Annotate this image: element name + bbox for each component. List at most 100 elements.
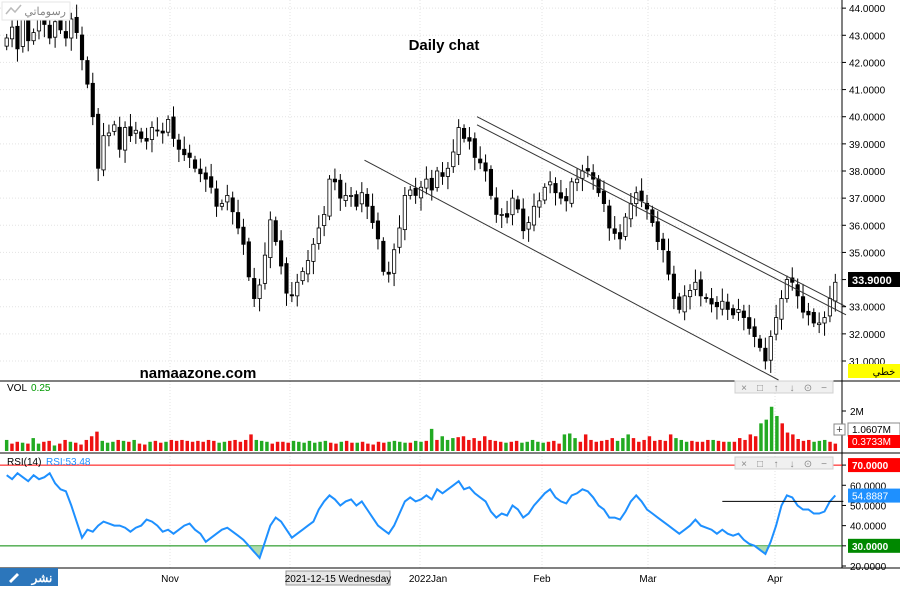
candle-body	[187, 152, 192, 158]
move-up-icon[interactable]: ↑	[774, 383, 779, 394]
candle	[122, 121, 128, 163]
maximize-icon[interactable]: □	[757, 383, 763, 394]
volume-bar	[467, 439, 471, 451]
candle-body	[96, 113, 101, 169]
candle	[521, 198, 526, 240]
publish-button[interactable]: نشر	[0, 568, 58, 586]
candle	[155, 117, 160, 137]
candle	[661, 232, 666, 263]
candle	[488, 165, 494, 200]
candle-body	[26, 20, 31, 42]
volume-panel-toolbar[interactable]: × □ ↑ ↓ ⊙ −	[734, 380, 834, 394]
volume-bar	[366, 443, 370, 451]
logo[interactable]: رسوماتي	[1, 1, 71, 21]
candle-body	[655, 221, 660, 242]
candle-body	[741, 310, 746, 318]
candle-body	[112, 124, 117, 132]
candle-body	[564, 196, 569, 202]
volume-bar	[483, 436, 487, 451]
candle-body	[757, 338, 763, 348]
candle-body	[284, 263, 289, 294]
candle	[806, 302, 811, 326]
candle	[166, 115, 171, 137]
candle	[440, 162, 445, 185]
candle-body	[348, 195, 354, 197]
volume-bar	[180, 439, 184, 451]
minimize-icon[interactable]: −	[821, 459, 827, 470]
volume-bar	[424, 440, 429, 451]
volume-panel	[4, 406, 846, 451]
candle	[478, 146, 483, 170]
candle-body	[714, 301, 720, 308]
candle	[601, 180, 607, 212]
candle-body	[467, 137, 472, 142]
candle	[564, 188, 569, 212]
candle-body	[128, 126, 133, 137]
rsi-panel-toolbar[interactable]: × □ ↑ ↓ ⊙ −	[734, 456, 834, 470]
candle	[79, 26, 85, 71]
maximize-icon[interactable]: □	[757, 459, 763, 470]
candle	[128, 114, 133, 142]
close-icon[interactable]: ×	[741, 383, 747, 394]
volume-bar	[243, 439, 248, 451]
candle-body	[408, 189, 413, 196]
move-down-icon[interactable]: ↓	[790, 459, 795, 470]
candle-body	[596, 178, 601, 194]
volume-bar	[31, 438, 35, 451]
rsi-axis: 70.0000 60.0000 50.0000 40.0000 30.0000 20.00…	[842, 458, 900, 573]
candle	[752, 318, 757, 348]
candle	[612, 216, 617, 240]
volume-bar	[637, 441, 641, 451]
move-up-icon[interactable]: ↑	[774, 459, 779, 470]
settings-icon[interactable]: ⊙	[804, 459, 812, 470]
volume-bar	[20, 442, 25, 451]
candle-body	[811, 312, 816, 324]
scale-badge[interactable]: خطي	[848, 364, 900, 378]
candle-body	[440, 172, 445, 177]
candle	[456, 119, 461, 166]
candle-body	[704, 297, 709, 299]
volume-bar	[127, 441, 131, 451]
candle	[822, 311, 827, 336]
candle	[85, 56, 90, 89]
volume-bar	[435, 439, 439, 451]
candle-body	[397, 227, 402, 248]
price-tick-label: 37.0000	[849, 194, 886, 205]
candle	[90, 72, 95, 126]
volume-bar	[445, 439, 450, 451]
volume-bar	[275, 441, 280, 451]
settings-icon[interactable]: ⊙	[804, 383, 812, 394]
volume-bar	[753, 436, 758, 451]
price-tick-label: 39.0000	[849, 140, 886, 151]
volume-bar	[796, 439, 800, 451]
candle	[160, 122, 165, 144]
price-tick-label: 41.0000	[849, 86, 886, 97]
candle-body	[752, 326, 757, 337]
candle-body	[698, 279, 703, 297]
candle-body	[618, 232, 623, 240]
price-tick-label: 35.0000	[849, 248, 886, 259]
candle-body	[800, 296, 806, 313]
candle-body	[160, 130, 165, 134]
minimize-icon[interactable]: −	[821, 383, 827, 394]
volume-bar	[403, 442, 407, 451]
volume-bar	[270, 443, 274, 451]
candle	[494, 187, 499, 223]
volume-bar	[647, 436, 652, 451]
candle	[370, 193, 375, 229]
candle	[531, 193, 537, 232]
volume-bar	[153, 440, 158, 451]
candle	[273, 216, 278, 246]
vol-value: 0.25	[31, 383, 51, 394]
candle	[392, 243, 397, 287]
candle	[784, 275, 789, 303]
chart-title: Daily chat	[409, 37, 480, 54]
candle	[112, 120, 117, 136]
last-price-text: 33.9000	[852, 275, 892, 287]
move-down-icon[interactable]: ↓	[790, 383, 795, 394]
price-tick-label: 36.0000	[849, 221, 886, 232]
vol-expand-button[interactable]: +	[833, 423, 846, 436]
candle-body	[478, 158, 483, 164]
close-icon[interactable]: ×	[741, 459, 747, 470]
volume-bar	[376, 441, 381, 451]
